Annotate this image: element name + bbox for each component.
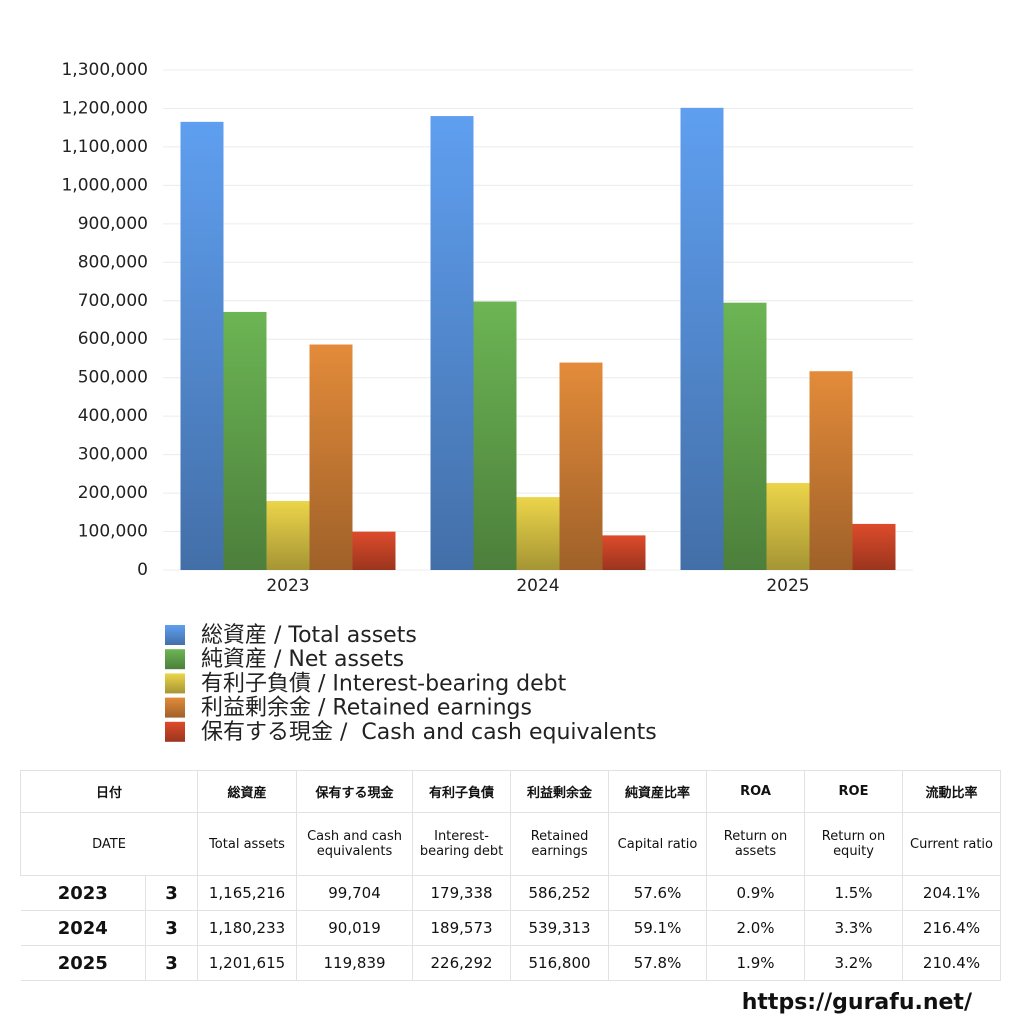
bar xyxy=(309,344,353,570)
header-cell: 純資産比率 xyxy=(608,770,708,813)
y-tick-label: 700,000 xyxy=(78,291,148,311)
subheader-cell: DATE xyxy=(19,812,199,876)
legend-label: 総資産 / Total assets xyxy=(201,623,417,648)
data-cell: 2.0% xyxy=(706,910,806,946)
subheader-cell: Retained earnings xyxy=(510,812,610,876)
data-cell: 179,338 xyxy=(412,875,512,911)
y-tick-label: 1,000,000 xyxy=(61,175,148,195)
data-cell: 1.5% xyxy=(804,875,904,911)
bar xyxy=(430,116,474,570)
subheader-cell: Capital ratio xyxy=(608,812,708,876)
data-cell: 3.2% xyxy=(804,945,904,981)
legend-swatch xyxy=(165,649,185,670)
bar xyxy=(559,362,603,570)
y-tick-label: 300,000 xyxy=(78,445,148,465)
y-tick-label: 1,100,000 xyxy=(61,137,148,157)
data-cell: 2025 xyxy=(20,945,146,981)
footer-url: https://gurafu.net/ xyxy=(741,990,972,1015)
y-tick-label: 500,000 xyxy=(78,368,148,388)
data-cell: 3 xyxy=(144,945,199,981)
bar xyxy=(180,121,224,570)
x-tick-label: 2024 xyxy=(516,576,559,596)
legend-label: 有利子負債 / Interest-bearing debt xyxy=(201,671,567,696)
data-cell: 0.9% xyxy=(706,875,806,911)
data-cell: 204.1% xyxy=(902,875,1002,911)
data-cell: 210.4% xyxy=(902,945,1002,981)
bar xyxy=(266,501,310,570)
data-cell: 57.8% xyxy=(608,945,708,981)
data-cell: 59.1% xyxy=(608,910,708,946)
bar xyxy=(852,523,896,570)
subheader-cell: Interest-bearing debt xyxy=(412,812,512,876)
legend-label: 保有する現金 / Cash and cash equivalents xyxy=(201,720,657,745)
bar xyxy=(352,531,396,570)
subheader-cell: Return on assets xyxy=(706,812,806,876)
y-tick-label: 400,000 xyxy=(78,406,148,426)
legend-swatch xyxy=(165,625,185,645)
y-tick-label: 1,200,000 xyxy=(61,98,148,118)
y-tick-label: 900,000 xyxy=(78,214,148,234)
data-row: 2024 3 1,180,233 90,019 189,573 539,313 59.1% 2… xyxy=(20,910,1002,946)
bar xyxy=(809,371,853,570)
header-cell: 利益剰余金 xyxy=(510,770,610,813)
data-table: 日付 総資産 保有する現金 有利子負債 利益剰余金 純資産比率 ROA ROE 流動比率 DATE… xyxy=(19,770,1002,981)
bar xyxy=(516,497,560,570)
data-row: 2023 3 1,165,216 99,704 179,338 586,252 57.6% 0… xyxy=(20,875,1002,911)
y-tick-label: 100,000 xyxy=(78,522,148,542)
data-cell: 1,180,233 xyxy=(197,910,298,946)
data-cell: 2023 xyxy=(20,875,146,911)
data-cell: 57.6% xyxy=(608,875,708,911)
bar xyxy=(680,107,724,570)
data-cell: 226,292 xyxy=(412,945,512,981)
y-tick-label: 1,300,000 xyxy=(61,60,148,80)
data-row: 2025 3 1,201,615 119,839 226,292 516,800 57.8%… xyxy=(20,945,1002,981)
y-tick-label: 600,000 xyxy=(78,329,148,349)
subheader-cell: Return on equity xyxy=(804,812,904,876)
legend-swatch xyxy=(165,673,185,694)
data-cell: 1.9% xyxy=(706,945,806,981)
data-cell: 1,201,615 xyxy=(197,945,298,981)
header-cell: 流動比率 xyxy=(902,770,1002,813)
data-cell: 586,252 xyxy=(510,875,610,911)
header-cell: 保有する現金 xyxy=(296,770,414,813)
data-cell: 539,313 xyxy=(510,910,610,946)
x-tick-label: 2025 xyxy=(766,576,809,596)
y-tick-label: 200,000 xyxy=(78,483,148,503)
data-cell: 216.4% xyxy=(902,910,1002,946)
subheader-row: DATE Total assets Cash and cash equivalent… xyxy=(19,812,1002,876)
header-cell: ROA xyxy=(706,770,806,813)
data-cell: 2024 xyxy=(20,910,146,946)
data-cell: 119,839 xyxy=(296,945,414,981)
legend-label: 利益剰余金 / Retained earnings xyxy=(201,696,532,721)
data-cell: 90,019 xyxy=(296,910,414,946)
legend-label: 純資産 / Net assets xyxy=(201,647,404,672)
data-cell: 516,800 xyxy=(510,945,610,981)
y-tick-label: 0 xyxy=(137,560,148,580)
legend-swatch xyxy=(165,697,185,718)
bar xyxy=(766,482,810,570)
bar xyxy=(723,302,767,570)
subheader-cell: Cash and cash equivalents xyxy=(296,812,414,876)
data-cell: 1,165,216 xyxy=(197,875,298,911)
y-tick-label: 800,000 xyxy=(78,252,148,272)
header-row: 日付 総資産 保有する現金 有利子負債 利益剰余金 純資産比率 ROA ROE 流動比率 xyxy=(19,770,1002,813)
chart: 0 100,000 200,000 300,000 400,000 500,000 600,… xyxy=(61,60,913,745)
bar xyxy=(602,535,646,570)
data-cell: 99,704 xyxy=(296,875,414,911)
subheader-cell: Current ratio xyxy=(902,812,1002,876)
data-cell: 189,573 xyxy=(412,910,512,946)
data-cell: 3.3% xyxy=(804,910,904,946)
bar xyxy=(473,301,517,570)
data-cell: 3 xyxy=(144,910,199,946)
header-cell: 有利子負債 xyxy=(412,770,512,813)
data-cell: 3 xyxy=(144,875,199,911)
bar xyxy=(223,311,267,570)
legend-swatch xyxy=(165,721,185,742)
x-tick-label: 2023 xyxy=(266,576,309,596)
header-cell: ROE xyxy=(804,770,904,813)
subheader-cell: Total assets xyxy=(197,812,298,876)
header-cell: 日付 xyxy=(19,770,199,813)
header-cell: 総資産 xyxy=(197,770,298,813)
